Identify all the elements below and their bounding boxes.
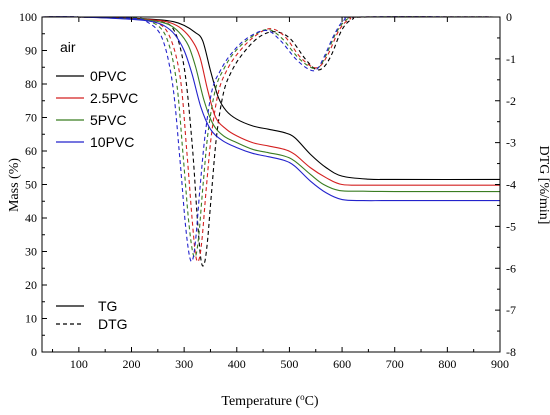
axes-layer: 100 200 300 400 500 600 700 800 9000102030405060… [19, 10, 516, 371]
y-tick-label: 60 [25, 144, 37, 158]
y-tick-label: 50 [25, 178, 37, 192]
legend-label: 2.5PVC [90, 90, 138, 106]
y2-tick-label: 0 [506, 10, 512, 24]
y2-tick-label: -8 [506, 345, 516, 359]
tg-line-0pvc [41, 16, 501, 181]
dtg-line-2-5pvc [41, 16, 501, 263]
y-tick-label: 40 [25, 211, 37, 225]
tg-line-2-5pvc [41, 16, 500, 186]
x-tick-label: 100 [70, 357, 88, 371]
tg-line-10pvc [41, 16, 500, 202]
y2-tick-label: -7 [506, 303, 516, 317]
legend-label: 0PVC [90, 68, 127, 84]
y-tick-label: 80 [25, 77, 37, 91]
style-legend: TG DTG [56, 298, 128, 332]
dtg-line-0pvc [41, 16, 501, 267]
dtg-line-5pvc [41, 16, 501, 258]
y-tick-label: 10 [25, 312, 37, 326]
tg-line-5pvc [41, 16, 501, 193]
annotation-air: air [60, 39, 76, 55]
x-tick-label: 600 [333, 357, 351, 371]
series-layer [41, 16, 501, 267]
y2-tick-label: -1 [506, 52, 516, 66]
y-tick-label: 70 [25, 111, 37, 125]
x-axis-label: Temperature (oC) [221, 392, 319, 409]
y2-tick-label: -6 [506, 261, 516, 275]
legend: 0PVC 2.5PVC 5PVC 10PVC [56, 68, 138, 150]
y2-tick-label: -4 [506, 178, 516, 192]
style-legend-label: DTG [98, 316, 128, 332]
y-tick-label: 20 [25, 278, 37, 292]
x-tick-label: 300 [175, 357, 193, 371]
x-tick-label: 500 [280, 357, 298, 371]
x-tick-label: 800 [438, 357, 456, 371]
legend-label: 5PVC [90, 112, 127, 128]
y2-axis-label: DTG [%/min] [536, 146, 550, 225]
y-tick-label: 90 [25, 44, 37, 58]
y2-tick-label: -3 [506, 136, 516, 150]
y-tick-label: 30 [25, 245, 37, 259]
y-axis-label: Mass (%) [7, 158, 22, 212]
y-tick-label: 100 [19, 10, 37, 24]
style-legend-label: TG [98, 298, 117, 314]
legend-label: 10PVC [90, 134, 134, 150]
y-tick-label: 0 [31, 345, 37, 359]
x-tick-label: 700 [386, 357, 404, 371]
dtg-line-10pvc [41, 16, 501, 262]
x-tick-label: 200 [122, 357, 140, 371]
y2-tick-label: -2 [506, 94, 516, 108]
x-tick-label: 400 [228, 357, 246, 371]
x-tick-label: 900 [491, 357, 509, 371]
y2-tick-label: -5 [506, 219, 516, 233]
